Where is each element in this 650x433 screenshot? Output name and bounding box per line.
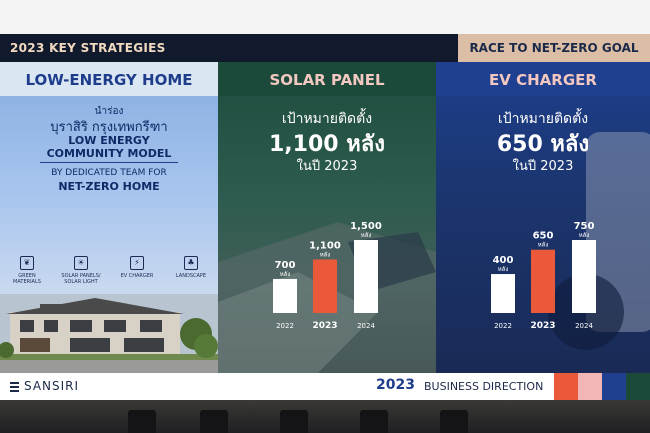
feature-solar: ☀ SOLAR PANELS/ SOLAR LIGHT	[61, 256, 101, 285]
color-swatch-pink	[578, 373, 602, 400]
presentation-slide: 2023 KEY STRATEGIES RACE TO NET-ZERO GOA…	[0, 34, 650, 400]
ev-unit-label-2023: หลัง	[538, 242, 549, 249]
solar-title-bar	[218, 62, 436, 96]
solar-goal-line-2: 1,100 หลัง	[269, 132, 385, 157]
ev-bar-2023	[531, 249, 555, 313]
seat	[360, 410, 388, 433]
ev-year-label-2024: 2024	[575, 322, 593, 330]
solar-value-label-2022: 700	[275, 260, 296, 271]
feature-landscape: ♣ LANDSCAPE	[175, 256, 207, 279]
seat	[200, 410, 228, 433]
ev-bar-2024	[572, 240, 596, 313]
solar-bar-2022	[273, 278, 297, 313]
sun-icon: ☀	[74, 256, 88, 270]
top-strip	[0, 0, 650, 34]
ev-charger-panel: EV CHARGER เป้าหมายติดตั้ง 650 หลัง ในปี…	[436, 62, 650, 373]
color-swatch-orange	[554, 373, 578, 400]
solar-panel-title: SOLAR PANEL	[269, 71, 385, 89]
solar-goal-line-3: ในปี 2023	[296, 159, 358, 174]
leaf-icon: ❦	[20, 256, 34, 270]
color-swatch-green	[626, 373, 650, 400]
solar-unit-label-2022: หลัง	[280, 271, 291, 278]
ev-value-label-2024: 750	[574, 221, 595, 232]
ev-goal-line-2: 650 หลัง	[496, 132, 590, 157]
solar-bar-2023	[313, 259, 337, 313]
pilot-label: นำร่อง	[94, 106, 124, 117]
business-direction-label: BUSINESS DIRECTION	[424, 380, 544, 393]
model-line-1: LOW ENERGY	[68, 134, 150, 147]
key-strategies-title: 2023 KEY STRATEGIES	[10, 41, 166, 55]
ev-value-label-2023: 650	[533, 231, 554, 242]
ev-charger-title: EV CHARGER	[489, 71, 597, 89]
slide-header: 2023 KEY STRATEGIES RACE TO NET-ZERO GOA…	[0, 34, 650, 62]
solar-year-label-2024: 2024	[357, 322, 375, 330]
feature-ev-charger: ⚡ EV CHARGER	[120, 256, 154, 279]
sansiri-logo-icon	[10, 382, 19, 392]
team-line-2: NET-ZERO HOME	[58, 180, 160, 193]
model-line-2: COMMUNITY MODEL	[46, 147, 172, 160]
color-swatch-blue	[602, 373, 626, 400]
audience-area	[0, 400, 650, 433]
seat	[128, 410, 156, 433]
solar-panel-panel: SOLAR PANEL เป้าหมายติดตั้ง 1,100 หลัง ใ…	[218, 62, 436, 373]
ev-year-label-2022: 2022	[494, 322, 512, 330]
solar-value-label-2024: 1,500	[350, 221, 382, 232]
seat	[440, 410, 468, 433]
ev-year-label-2023: 2023	[530, 321, 555, 331]
tree-icon: ♣	[184, 256, 198, 270]
feature-green-materials: ❦ GREEN MATERIALS	[13, 256, 41, 285]
house-photo	[0, 294, 218, 373]
project-name: บุราสิริ กรุงเทพกรีฑา	[50, 120, 168, 135]
ev-unit-label-2022: หลัง	[498, 266, 509, 273]
ev-goal-line-1: เป้าหมายติดตั้ง	[497, 111, 589, 127]
solar-year-label-2023: 2023	[312, 321, 337, 331]
solar-goal-line-1: เป้าหมายติดตั้ง	[281, 111, 373, 127]
ev-plug-icon: ⚡	[130, 256, 144, 270]
divider	[40, 162, 178, 163]
ev-bar-2022	[491, 274, 515, 313]
solar-unit-label-2023: หลัง	[320, 251, 331, 258]
low-energy-home-title: LOW-ENERGY HOME	[25, 71, 193, 89]
brand-name: SANSIRI	[24, 379, 80, 393]
ev-title-bar	[436, 62, 650, 96]
solar-value-label-2023: 1,100	[309, 240, 341, 251]
slide-footer: SANSIRI 2023 BUSINESS DIRECTION	[0, 373, 650, 400]
solar-year-label-2022: 2022	[276, 322, 294, 330]
ev-value-label-2022: 400	[493, 255, 514, 266]
ev-goal-line-3: ในปี 2023	[512, 159, 574, 174]
seat	[280, 410, 308, 433]
footer-year: 2023	[376, 377, 415, 393]
solar-unit-label-2024: หลัง	[361, 232, 372, 239]
net-zero-goal-title: RACE TO NET-ZERO GOAL	[458, 34, 650, 62]
low-energy-home-panel: LOW-ENERGY HOME นำร่อง บุราสิริ กรุงเทพก…	[0, 62, 218, 373]
ev-unit-label-2024: หลัง	[579, 232, 590, 239]
team-line-1: BY DEDICATED TEAM FOR	[51, 168, 167, 178]
solar-bar-2024	[354, 240, 378, 313]
